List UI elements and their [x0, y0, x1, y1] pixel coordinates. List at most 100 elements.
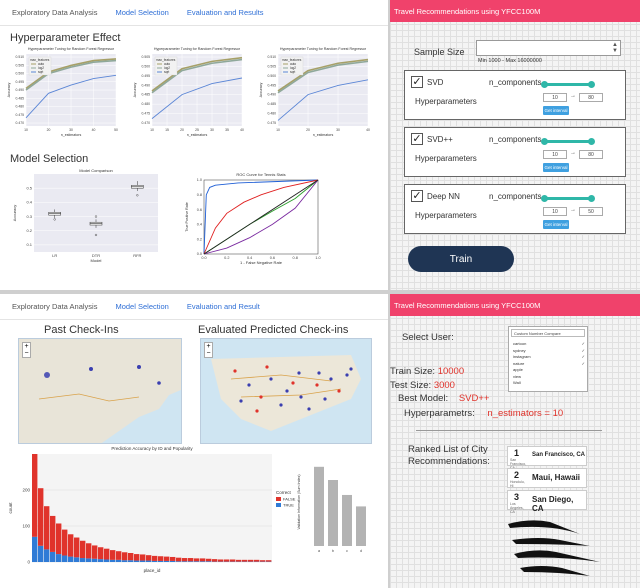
- slider-min-handle[interactable]: [541, 138, 548, 145]
- slider-max-handle[interactable]: [588, 195, 595, 202]
- city-name: Maui, Hawaii: [532, 473, 581, 482]
- dropdown-option[interactable]: sydney ✓: [513, 348, 585, 355]
- x-tick-label: 10: [150, 128, 154, 132]
- param-slider[interactable]: [543, 197, 591, 200]
- bar-false: [74, 537, 80, 558]
- roc-curve-chart: ROC Curve for Tennis Stats 0.00.0 0.2 0.2 0.…: [185, 172, 321, 265]
- y-tick-label: 0.495: [142, 74, 151, 78]
- legend-label: auto: [290, 62, 296, 66]
- dropdown-option[interactable]: apple: [513, 367, 585, 374]
- tab-evaluation[interactable]: Evaluation and Results: [186, 8, 264, 17]
- bar-true: [68, 556, 74, 562]
- user-dropdown[interactable]: Custom Number Compare cartoon ✓ sydney ✓ ins…: [508, 326, 588, 392]
- min-input[interactable]: 10: [543, 93, 567, 102]
- param-slider[interactable]: [543, 83, 591, 86]
- x-tick-label: 0.8: [293, 256, 298, 260]
- bar-false: [236, 559, 242, 562]
- spinner-icon[interactable]: ▲ ▼: [612, 42, 618, 54]
- test-size-row: Test Size: 3000: [390, 380, 455, 391]
- slider-min-handle[interactable]: [541, 81, 548, 88]
- get-interval-button[interactable]: Get interval: [543, 220, 569, 229]
- train-button[interactable]: Train: [408, 246, 514, 272]
- x-axis-label: n_estimators: [187, 133, 208, 137]
- prediction-point: [315, 383, 319, 387]
- param-name: n_components: [489, 192, 542, 201]
- checkin-point[interactable]: [157, 381, 161, 385]
- legend-label: log2: [290, 66, 296, 70]
- x-tick-label: 0.0: [201, 256, 206, 260]
- get-interval-button[interactable]: Get interval: [543, 163, 569, 172]
- predicted-checkins-map[interactable]: + −: [200, 338, 372, 444]
- bar-false: [152, 555, 158, 561]
- checkin-point[interactable]: [89, 367, 93, 371]
- bar-false: [38, 488, 44, 546]
- min-input[interactable]: 10: [543, 150, 567, 159]
- legend-label: sqrt: [164, 70, 169, 74]
- svdpp-checkbox[interactable]: ✓: [411, 133, 423, 145]
- bar-true: [98, 559, 104, 562]
- zoom-control-icon[interactable]: + −: [22, 342, 31, 358]
- best-model-label: Best Model:: [398, 393, 449, 404]
- city-card-2[interactable]: 2 Honolulu, HI Maui, Hawaii: [507, 468, 587, 488]
- bar-true: [86, 558, 92, 562]
- y-tick-label: 1.0: [197, 178, 202, 182]
- y-tick-label: 100: [22, 524, 30, 529]
- x-tick-label: DTR: [92, 253, 100, 258]
- check-icon: ✓: [581, 354, 585, 359]
- box-outlier: [94, 215, 98, 218]
- bar-true: [206, 561, 212, 562]
- model-selection-title: Model Selection: [10, 153, 89, 165]
- max-input[interactable]: 50: [579, 207, 603, 216]
- y-tick-label: 0.0: [197, 252, 202, 256]
- get-interval-button[interactable]: Get interval: [543, 106, 569, 115]
- tab-model-selection[interactable]: Model Selection: [115, 8, 169, 17]
- hyper-chart-3: Hyperparameter Tuning for Random Forest …: [259, 47, 370, 137]
- sample-size-input[interactable]: ▲ ▼: [476, 40, 621, 56]
- bar-false: [32, 454, 38, 537]
- tab-exploratory[interactable]: Exploratory Data Analysis: [12, 302, 98, 311]
- range-arrow-icon: →: [570, 150, 576, 156]
- min-input[interactable]: 10: [543, 207, 567, 216]
- prediction-point: [233, 369, 237, 373]
- prediction-point: [299, 395, 303, 399]
- dropdown-option[interactable]: view: [513, 374, 585, 381]
- y-axis-label: Validation Information (Sum Index): [297, 474, 301, 529]
- validation-bar: [342, 494, 352, 546]
- hyperparameter-charts: Hyperparameter Tuning for Random Forest …: [7, 47, 370, 137]
- slider-min-handle[interactable]: [541, 195, 548, 202]
- svd-checkbox[interactable]: ✓: [411, 76, 423, 88]
- param-slider[interactable]: [543, 140, 591, 143]
- bar-true: [188, 561, 194, 562]
- dropdown-option[interactable]: Wall: [513, 380, 585, 387]
- city-card-3[interactable]: 3 Los Angeles, CA San Diego, CA: [507, 490, 587, 514]
- checkin-point[interactable]: [137, 365, 141, 369]
- slider-max-handle[interactable]: [588, 81, 595, 88]
- check-icon: ✓: [581, 360, 585, 366]
- dropdown-selected[interactable]: Custom Number Compare: [511, 329, 585, 337]
- best-model-value: SVD++: [458, 393, 490, 404]
- hyperparams-label: Hyperparametrs:: [404, 408, 475, 419]
- x-tick-label: 1.0: [315, 256, 320, 260]
- max-input[interactable]: 80: [579, 93, 603, 102]
- bar-false: [50, 515, 56, 552]
- deepnn-checkbox[interactable]: ✓: [411, 190, 423, 202]
- tab-evaluation[interactable]: Evaluation and Result: [186, 302, 260, 311]
- dropdown-option[interactable]: cartoon ✓: [513, 341, 585, 348]
- y-axis-label: Accuracy: [259, 82, 263, 97]
- zoom-control-icon[interactable]: + −: [204, 342, 213, 358]
- x-tick-label: b: [332, 549, 334, 553]
- past-checkins-map[interactable]: + −: [18, 338, 182, 444]
- x-tick-label: 25: [195, 128, 199, 132]
- dropdown-option[interactable]: nature ✓: [513, 361, 585, 368]
- tab-exploratory[interactable]: Exploratory Data Analysis: [12, 8, 98, 17]
- bar-true: [32, 536, 38, 562]
- dropdown-option[interactable]: instagram ✓: [513, 354, 585, 361]
- max-input[interactable]: 80: [579, 150, 603, 159]
- tab-model-selection[interactable]: Model Selection: [115, 302, 169, 311]
- slider-max-handle[interactable]: [588, 138, 595, 145]
- checkin-point[interactable]: [44, 372, 50, 378]
- bar-true: [170, 560, 176, 562]
- city-card-1[interactable]: 1 San Francisco, CA San Francisco, CA: [507, 446, 587, 470]
- dropdown-option-label: apple: [513, 367, 523, 372]
- prediction-point: [265, 365, 269, 369]
